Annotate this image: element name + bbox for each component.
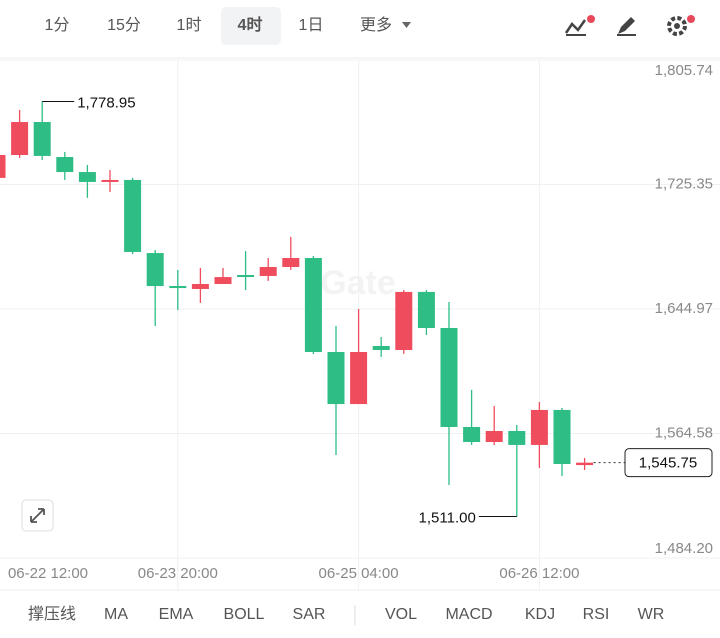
timeframe-tab[interactable]: 1时: [177, 16, 202, 34]
y-tick-label: 1,725.35: [655, 175, 713, 192]
candle-body: [485, 430, 503, 442]
indicator-tab[interactable]: VOL: [385, 606, 417, 623]
plot: Gate 1,778.95 1,511.00 1,545.75: [0, 59, 720, 590]
candle-body: [259, 266, 277, 276]
selected-tab-bg: [221, 7, 281, 45]
y-tick-label: 1,805.74: [655, 62, 713, 79]
candle-body: [56, 157, 74, 173]
indicator-tab[interactable]: 撑压线: [28, 605, 76, 623]
candle-body: [0, 155, 6, 178]
candle-body: [530, 409, 548, 445]
candle-body: [508, 430, 526, 445]
candle-body: [282, 257, 300, 267]
candle-body: [576, 462, 594, 466]
y-tick-label: 1,644.97: [655, 300, 713, 317]
candle-body: [78, 172, 96, 182]
x-tick-label: 06-22 12:00: [8, 565, 88, 582]
toolbar-icons: [564, 15, 695, 36]
indicator-tab[interactable]: BOLL: [224, 606, 265, 623]
candle-body: [124, 179, 142, 252]
last-price-box: [624, 448, 713, 478]
x-tick-label: 06-25 04:00: [319, 565, 399, 582]
candle-body: [214, 277, 232, 285]
candle-body: [440, 328, 458, 427]
dropdown-arrow: [402, 22, 411, 28]
candle-body: [463, 426, 481, 442]
candle-body: [169, 286, 187, 289]
timeframe-tab[interactable]: 1分: [45, 16, 70, 34]
candle-body: [304, 257, 322, 353]
draw-icon[interactable]: [618, 17, 635, 34]
indicator-tab[interactable]: EMA: [159, 606, 194, 623]
candle-body: [417, 291, 435, 329]
expand-icon: [30, 508, 45, 523]
timeframe-tab[interactable]: 1日: [299, 17, 324, 34]
last-price-label: 1,545.75: [639, 455, 697, 472]
indicator-icon[interactable]: [564, 19, 587, 34]
indicator-tab[interactable]: MACD: [445, 606, 492, 623]
candle-body: [372, 345, 390, 350]
candle-body: [237, 275, 255, 278]
x-tick-label: 06-23 20:00: [138, 565, 218, 582]
candle-body: [350, 352, 368, 405]
indicator-tab[interactable]: WR: [638, 606, 665, 623]
y-tick-label: 1,484.20: [655, 540, 713, 557]
dot: [687, 15, 695, 23]
indicator-tab[interactable]: SAR: [293, 606, 326, 623]
indicator-tab[interactable]: RSI: [583, 606, 610, 623]
settings-icon[interactable]: [667, 16, 687, 36]
timeframe-tab[interactable]: 15分: [107, 16, 141, 34]
watermark: Gate: [320, 264, 396, 302]
indicator-tab[interactable]: KDJ: [525, 606, 555, 623]
dot: [587, 15, 595, 23]
candle-body: [395, 291, 413, 350]
timeframe-tab[interactable]: 更多: [360, 16, 392, 34]
annotation-label: 1,778.95: [77, 94, 135, 111]
candle-body: [191, 284, 209, 289]
candle-body: [33, 122, 51, 156]
candle-body: [146, 253, 164, 287]
annotation-label: 1,511.00: [419, 509, 476, 526]
x-tick-label: 06-26 12:00: [499, 565, 579, 582]
candle-body: [11, 122, 29, 156]
timeframe-tab[interactable]: 4时: [238, 16, 263, 34]
candle-body: [101, 179, 119, 182]
y-tick-label: 1,564.58: [655, 424, 713, 441]
candle-body: [327, 352, 345, 405]
settings-core: [674, 23, 680, 29]
indicator-tab[interactable]: MA: [104, 606, 128, 623]
candle-body: [553, 409, 571, 464]
